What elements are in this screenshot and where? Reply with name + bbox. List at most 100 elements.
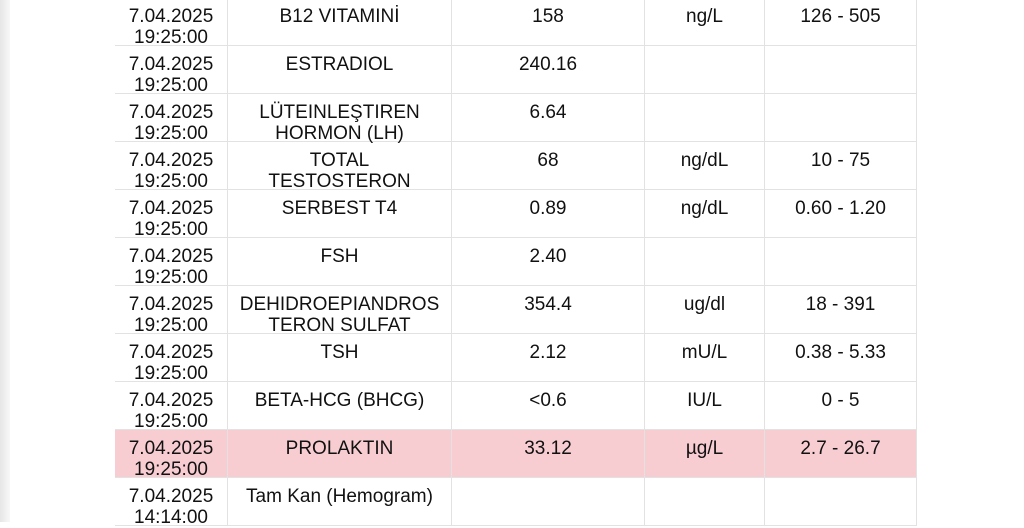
value: <0.6 [529,390,567,411]
test-cell: DEHIDROEPIANDROS TERON SULFAT [228,286,452,336]
test-cell: TOTAL TESTOSTERON [228,142,452,192]
test-name: LÜTEINLEŞTIREN [259,102,420,123]
date-cell: 7.04.2025 19:25:00 [115,286,228,336]
time: 19:25:00 [134,171,208,192]
unit-cell [645,46,765,94]
value-cell: 354.4 [452,286,645,334]
test-cell: SERBEST T4 [228,190,452,238]
test-cell: PROLAKTIN [228,430,452,478]
date: 7.04.2025 [128,342,214,363]
date: 7.04.2025 [128,102,214,123]
unit-cell [645,478,765,526]
unit-cell: ng/L [645,0,765,46]
unit-cell: ug/dl [645,286,765,334]
unit: ug/dl [683,294,726,315]
test-cell: Tam Kan (Hemogram) [228,478,452,526]
test-name: TOTAL [309,150,370,171]
time: 14:14:00 [134,507,208,528]
date-cell: 7.04.2025 19:25:00 [115,142,228,192]
date: 7.04.2025 [128,486,214,507]
value: 158 [532,6,564,27]
table-row: 7.04.2025 19:25:00 ESTRADIOL 240.16 [115,46,917,96]
range-cell [765,238,917,286]
unit-cell: ng/dL [645,190,765,238]
value: 6.64 [529,102,567,123]
test-name: PROLAKTIN [285,438,394,459]
test-name: HORMON (LH) [275,123,404,144]
range-cell: 2.7 - 26.7 [765,430,917,478]
value: 33.12 [524,438,572,459]
range-cell: 18 - 391 [765,286,917,334]
test-cell: LÜTEINLEŞTIREN HORMON (LH) [228,94,452,144]
test-name: ESTRADIOL [285,54,394,75]
value-cell: 0.89 [452,190,645,238]
value: 2.40 [529,246,567,267]
test-name: TSH [320,342,359,363]
table-row: 7.04.2025 19:25:00 TSH 2.12 mU/L 0.38 - 5.33 [115,334,917,384]
time: 19:25:00 [134,363,208,384]
date-cell: 7.04.2025 19:25:00 [115,382,228,432]
reference-range: 18 - 391 [805,294,876,315]
date-cell: 7.04.2025 19:25:00 [115,190,228,240]
unit: µg/L [685,438,724,459]
unit-cell: mU/L [645,334,765,382]
reference-range: 126 - 505 [800,6,881,27]
table-row: 7.04.2025 19:25:00 B12 VITAMINİ 158 ng/L 126 … [115,0,917,48]
range-cell: 126 - 505 [765,0,917,46]
value-cell: 2.40 [452,238,645,286]
value-cell [452,478,645,526]
date-cell: 7.04.2025 19:25:00 [115,430,228,480]
date: 7.04.2025 [128,150,214,171]
date: 7.04.2025 [128,294,214,315]
time: 19:25:00 [134,267,208,288]
reference-range: 0 - 5 [821,390,860,411]
value-cell: <0.6 [452,382,645,430]
reference-range: 2.7 - 26.7 [800,438,881,459]
date: 7.04.2025 [128,54,214,75]
page-edge [0,0,10,522]
value-cell: 158 [452,0,645,46]
time: 19:25:00 [134,315,208,336]
date: 7.04.2025 [128,246,214,267]
test-cell: TSH [228,334,452,382]
test-name: DEHIDROEPIANDROS [239,294,440,315]
unit-cell: µg/L [645,430,765,478]
table-row: 7.04.2025 19:25:00 TOTAL TESTOSTERON 68 ng/dL… [115,142,917,192]
table-row: 7.04.2025 19:25:00 LÜTEINLEŞTIREN HORMON (L… [115,94,917,144]
date-cell: 7.04.2025 14:14:00 [115,478,228,528]
time: 19:25:00 [134,219,208,240]
unit: ng/L [686,6,723,27]
unit-cell [645,94,765,142]
date-cell: 7.04.2025 19:25:00 [115,238,228,288]
test-cell: B12 VITAMINİ [228,0,452,46]
table-row: 7.04.2025 19:25:00 PROLAKTIN 33.12 µg/L 2.7 -… [115,430,917,480]
unit-cell: ng/dL [645,142,765,190]
time: 19:25:00 [134,75,208,96]
time: 19:25:00 [134,459,208,480]
date-cell: 7.04.2025 19:25:00 [115,46,228,96]
unit-cell: IU/L [645,382,765,430]
date-cell: 7.04.2025 19:25:00 [115,334,228,384]
date-cell: 7.04.2025 19:25:00 [115,0,228,48]
value-cell: 33.12 [452,430,645,478]
test-name: SERBEST T4 [281,198,398,219]
date-cell: 7.04.2025 19:25:00 [115,94,228,144]
range-cell [765,46,917,94]
date: 7.04.2025 [128,390,214,411]
time: 19:25:00 [134,411,208,432]
unit: mU/L [681,342,728,363]
value-cell: 6.64 [452,94,645,142]
table-row: 7.04.2025 19:25:00 FSH 2.40 [115,238,917,288]
test-cell: BETA-HCG (BHCG) [228,382,452,430]
reference-range: 0.38 - 5.33 [795,342,886,363]
range-cell: 0.38 - 5.33 [765,334,917,382]
table-row: 7.04.2025 19:25:00 BETA-HCG (BHCG) <0.6 IU/L… [115,382,917,432]
range-cell: 0.60 - 1.20 [765,190,917,238]
value-cell: 240.16 [452,46,645,94]
date: 7.04.2025 [128,198,214,219]
date: 7.04.2025 [128,6,214,27]
table-row: 7.04.2025 14:14:00 Tam Kan (Hemogram) [115,478,917,528]
table-row: 7.04.2025 19:25:00 SERBEST T4 0.89 ng/dL 0.60… [115,190,917,240]
reference-range: 10 - 75 [810,150,871,171]
